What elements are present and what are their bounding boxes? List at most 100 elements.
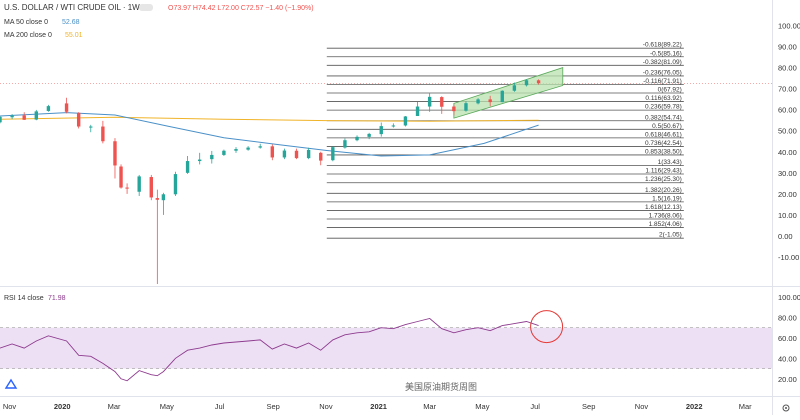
fib-level-label: 0.736(42.54) (645, 140, 682, 147)
time-axis-tick-label: Nov (635, 402, 649, 411)
candle-body (367, 133, 371, 137)
time-axis-tick-label: May (475, 402, 489, 411)
time-axis-tick-label: Sep (582, 402, 595, 411)
fib-level-label: 2(-1.05) (659, 232, 682, 239)
candle-body (22, 115, 26, 120)
ma200-line (0, 116, 539, 122)
price-axis[interactable]: 100.00 90.00 80.00 70.00 60.00 50.00 40.00 30.0… (778, 22, 800, 262)
fib-level-label: 1.5(16.19) (652, 195, 682, 202)
candle-body (379, 126, 383, 135)
candle-body (234, 149, 238, 151)
candle-body (476, 99, 480, 104)
fib-level-label: 0.382(54.74) (645, 114, 682, 121)
candle-body (391, 125, 396, 127)
candle-body (149, 177, 153, 198)
fib-level-label: 1.116(29.43) (645, 168, 681, 175)
candle-body (161, 194, 166, 201)
rsi-axis[interactable]: 100.00 80.00 60.00 40.00 20.00 (778, 293, 800, 384)
price-axis-tick-label: 80.00 (778, 64, 797, 73)
rsi-value: 71.98 (48, 295, 66, 302)
settings-gear-icon[interactable] (782, 404, 790, 412)
candle-body (34, 111, 39, 120)
fib-level-label: 1.852(4.06) (649, 221, 682, 228)
visibility-toggle[interactable] (139, 4, 153, 11)
candle-body (101, 126, 105, 142)
candle-body (500, 90, 504, 103)
moving-averages (0, 112, 539, 157)
candle-body (512, 85, 517, 91)
price-axis-tick-label: 90.00 (778, 43, 797, 52)
ma50-line (0, 112, 539, 157)
candle-body (415, 106, 420, 117)
fibonacci-retracement[interactable]: -0.618(89.22)-0.5(85.16) -0.382(81.09) -0.… (326, 42, 684, 239)
candle-body (46, 106, 51, 111)
tradingview-logo-icon[interactable] (4, 378, 18, 389)
ohlc-readout: O73.97 H74.42 L72.00 C72.57 −1.40 (−1.90… (168, 5, 314, 12)
fib-level-label: -0.5(85.16) (650, 50, 682, 57)
price-axis-tick-label: -10.00 (778, 253, 799, 262)
price-axis-tick-label: 50.00 (778, 127, 797, 136)
candle-body (331, 147, 335, 161)
fib-level-label: 1(33.43) (658, 159, 682, 166)
candle-body (10, 115, 14, 118)
price-axis-tick-label: 70.00 (778, 85, 797, 94)
rsi-line (0, 318, 539, 382)
rsi-highlight-circle-shape (530, 310, 564, 344)
fib-level-label: 0.236(59.78) (645, 104, 682, 111)
candlestick-series (0, 79, 541, 284)
price-axis-tick-label: 100.00 (778, 22, 800, 31)
time-axis-tick-label: Mar (739, 402, 752, 411)
eye-toggle-icon[interactable] (139, 4, 153, 11)
time-axis-tick-label: 2020 (54, 402, 71, 411)
candle-body (64, 103, 69, 112)
rsi-band (0, 327, 772, 369)
candle-body (89, 126, 93, 128)
fib-level-label: -0.618(89.22) (643, 42, 682, 49)
ma200-label: MA 200 close 0 (4, 32, 52, 39)
rsi-axis-tick-label: 60.00 (778, 334, 797, 343)
price-axis-tick-label: 60.00 (778, 106, 797, 115)
time-axis-tick-label: May (160, 402, 174, 411)
time-axis-tick-label: Sep (267, 402, 280, 411)
ma50-value: 52.68 (62, 19, 80, 26)
watermark-text: 美国原油期货周图 (405, 381, 477, 392)
price-axis-tick-label: 40.00 (778, 148, 797, 157)
price-axis-tick-label: 0.00 (778, 232, 793, 241)
candle-body (403, 116, 408, 126)
fib-level-label: 0.5(50.67) (652, 123, 682, 130)
candle-body (294, 150, 299, 159)
fib-level-label: 0(67.92) (658, 87, 682, 94)
fib-level-label: 0.116(63.92) (645, 95, 681, 102)
candle-body (355, 136, 359, 141)
candle-body (258, 146, 262, 148)
candle-body (197, 159, 202, 162)
time-axis-tick-label: Nov (319, 402, 333, 411)
price-axis-tick-label: 10.00 (778, 211, 797, 220)
candle-body (452, 106, 456, 112)
candle-body (113, 141, 117, 166)
time-axis-tick-label: 2022 (686, 402, 703, 411)
rsi-axis-tick-label: 100.00 (778, 293, 800, 302)
fib-level-label: -0.116(71.91) (643, 78, 682, 85)
time-axis-tick-label: Mar (108, 402, 121, 411)
rsi-highlight-circle (530, 310, 564, 344)
fib-level-label: 0.853(38.50) (645, 148, 682, 155)
fib-level-label: 1.736(8.06) (649, 212, 682, 219)
candle-body (76, 112, 81, 127)
candle-body (282, 150, 287, 158)
price-pane[interactable] (0, 0, 772, 284)
time-axis[interactable]: Nov 2020 Mar May Jul Sep Nov 2021 Mar May Jul Sep No… (3, 402, 752, 411)
rsi-label: RSI 14 close (4, 295, 44, 302)
rsi-axis-tick-label: 80.00 (778, 313, 797, 322)
ma50-label: MA 50 close 0 (4, 19, 48, 26)
candle-body (137, 176, 141, 192)
candle-body (464, 103, 468, 111)
price-axis-tick-label: 20.00 (778, 190, 797, 199)
candle-body (488, 99, 492, 103)
time-axis-tick-label: Nov (3, 402, 17, 411)
candle-body (185, 161, 190, 173)
candle-body (270, 146, 275, 158)
candle-body (125, 187, 129, 189)
